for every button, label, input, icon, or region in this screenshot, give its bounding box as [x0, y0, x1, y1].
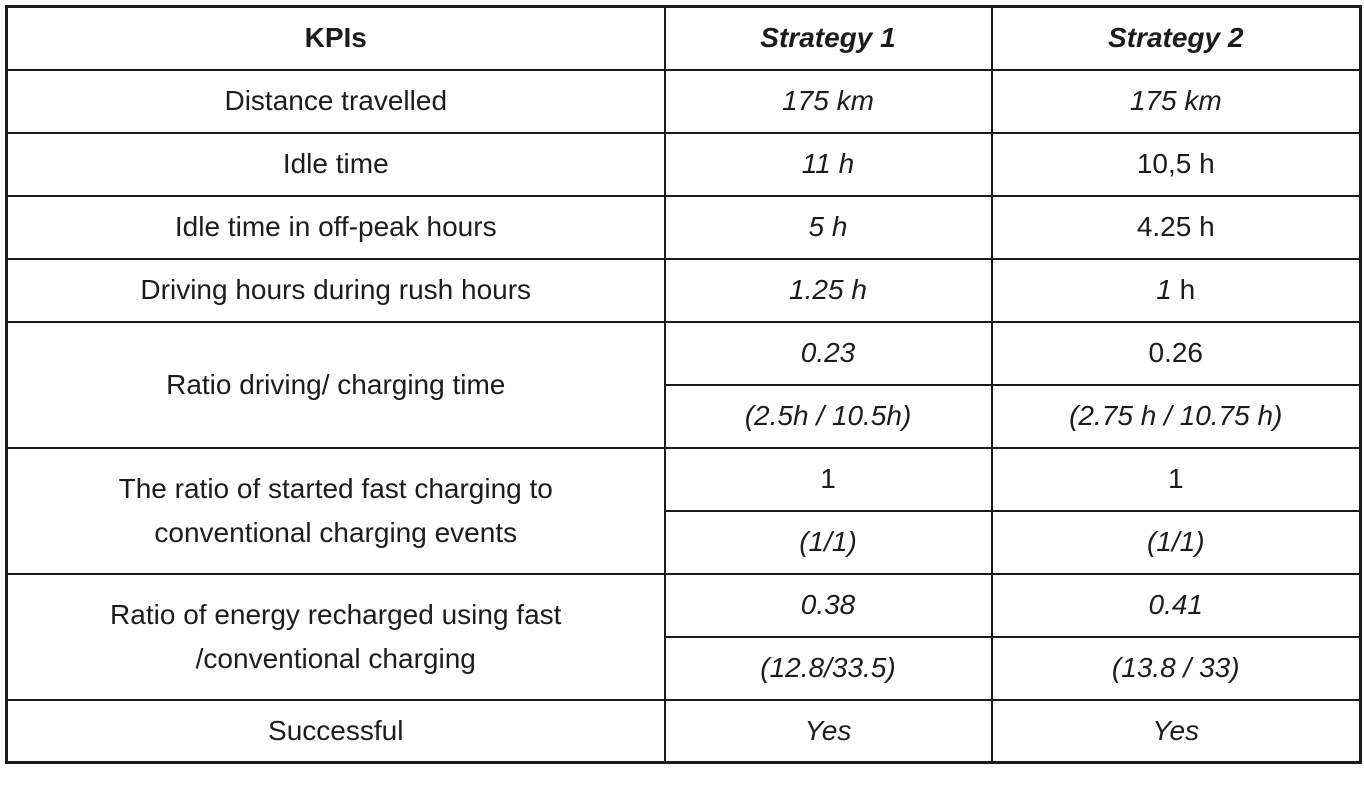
- idle-offpeak-strategy1-value: 5 h: [663, 194, 993, 260]
- kpi-label-fast-charging-events: The ratio of started fast charging to co…: [5, 446, 666, 575]
- ratio-driving-charging-strategy1-detail: (2.5h / 10.5h): [663, 383, 993, 449]
- header-kpis: KPIs: [5, 5, 666, 71]
- idle-strategy1-value: 11 h: [663, 131, 993, 197]
- rush-strategy2-unit: h: [1179, 274, 1196, 305]
- row-distance-travelled: Distance travelled 175 km 175 km: [5, 68, 1362, 134]
- rush-strategy2-number: 1: [1156, 274, 1172, 305]
- row-ratio-driving-charging-value: Ratio driving/ charging time 0.23 0.26: [5, 320, 1362, 449]
- idle-strategy2-value: 10,5 h: [990, 131, 1362, 197]
- row-fast-charging-events-detail: (1/1) (1/1): [7, 509, 1362, 575]
- row-energy-ratio-detail: (12.8/33.5) (13.8 / 33): [7, 635, 1362, 701]
- kpi-label-energy-ratio: Ratio of energy recharged using fast /co…: [5, 572, 666, 701]
- energy-ratio-strategy1-detail: (12.8/33.5): [663, 635, 993, 701]
- ratio-driving-charging-strategy1-value: 0.23: [663, 320, 993, 386]
- ratio-driving-charging-strategy2-detail: (2.75 h / 10.75 h): [990, 383, 1362, 449]
- distance-strategy2-value: 175 km: [990, 68, 1362, 134]
- header-strategy-2: Strategy 2: [990, 5, 1362, 71]
- row-idle-time: Idle time 11 h 10,5 h: [5, 131, 1362, 197]
- row-fast-charging-events-value: The ratio of started fast charging to co…: [5, 446, 1362, 575]
- fast-events-strategy2-value: 1: [990, 446, 1362, 512]
- fast-events-strategy1-value: 1: [663, 446, 993, 512]
- energy-ratio-strategy1-value: 0.38: [663, 572, 993, 638]
- fast-events-strategy1-detail: (1/1): [663, 509, 993, 575]
- kpi-label-idle-offpeak: Idle time in off-peak hours: [5, 194, 666, 260]
- row-energy-ratio-value: Ratio of energy recharged using fast /co…: [5, 572, 1362, 701]
- kpi-label-ratio-driving-charging: Ratio driving/ charging time: [5, 320, 666, 449]
- distance-strategy1-value: 175 km: [663, 68, 993, 134]
- successful-strategy1-value: Yes: [663, 698, 993, 764]
- row-ratio-driving-charging-detail: (2.5h / 10.5h) (2.75 h / 10.75 h): [7, 383, 1362, 449]
- kpi-label-idle-time: Idle time: [5, 131, 666, 197]
- row-successful: Successful Yes Yes: [5, 698, 1362, 764]
- header-row: KPIs Strategy 1 Strategy 2: [5, 5, 1362, 71]
- energy-ratio-strategy2-value: 0.41: [990, 572, 1362, 638]
- kpi-comparison-table: KPIs Strategy 1 Strategy 2 Distance trav…: [5, 5, 1362, 764]
- kpi-label-successful: Successful: [5, 698, 666, 764]
- kpi-table-page: KPIs Strategy 1 Strategy 2 Distance trav…: [5, 5, 1362, 764]
- rush-strategy1-value: 1.25 h: [663, 257, 993, 323]
- idle-offpeak-strategy2-value: 4.25 h: [990, 194, 1362, 260]
- row-rush-hours: Driving hours during rush hours 1.25 h 1…: [5, 257, 1362, 323]
- header-strategy-1: Strategy 1: [663, 5, 993, 71]
- kpi-label-rush-hours: Driving hours during rush hours: [5, 257, 666, 323]
- kpi-label-distance: Distance travelled: [5, 68, 666, 134]
- row-idle-offpeak: Idle time in off-peak hours 5 h 4.25 h: [5, 194, 1362, 260]
- energy-ratio-strategy2-detail: (13.8 / 33): [990, 635, 1362, 701]
- ratio-driving-charging-strategy2-value: 0.26: [990, 320, 1362, 386]
- fast-events-strategy2-detail: (1/1): [990, 509, 1362, 575]
- successful-strategy2-value: Yes: [990, 698, 1362, 764]
